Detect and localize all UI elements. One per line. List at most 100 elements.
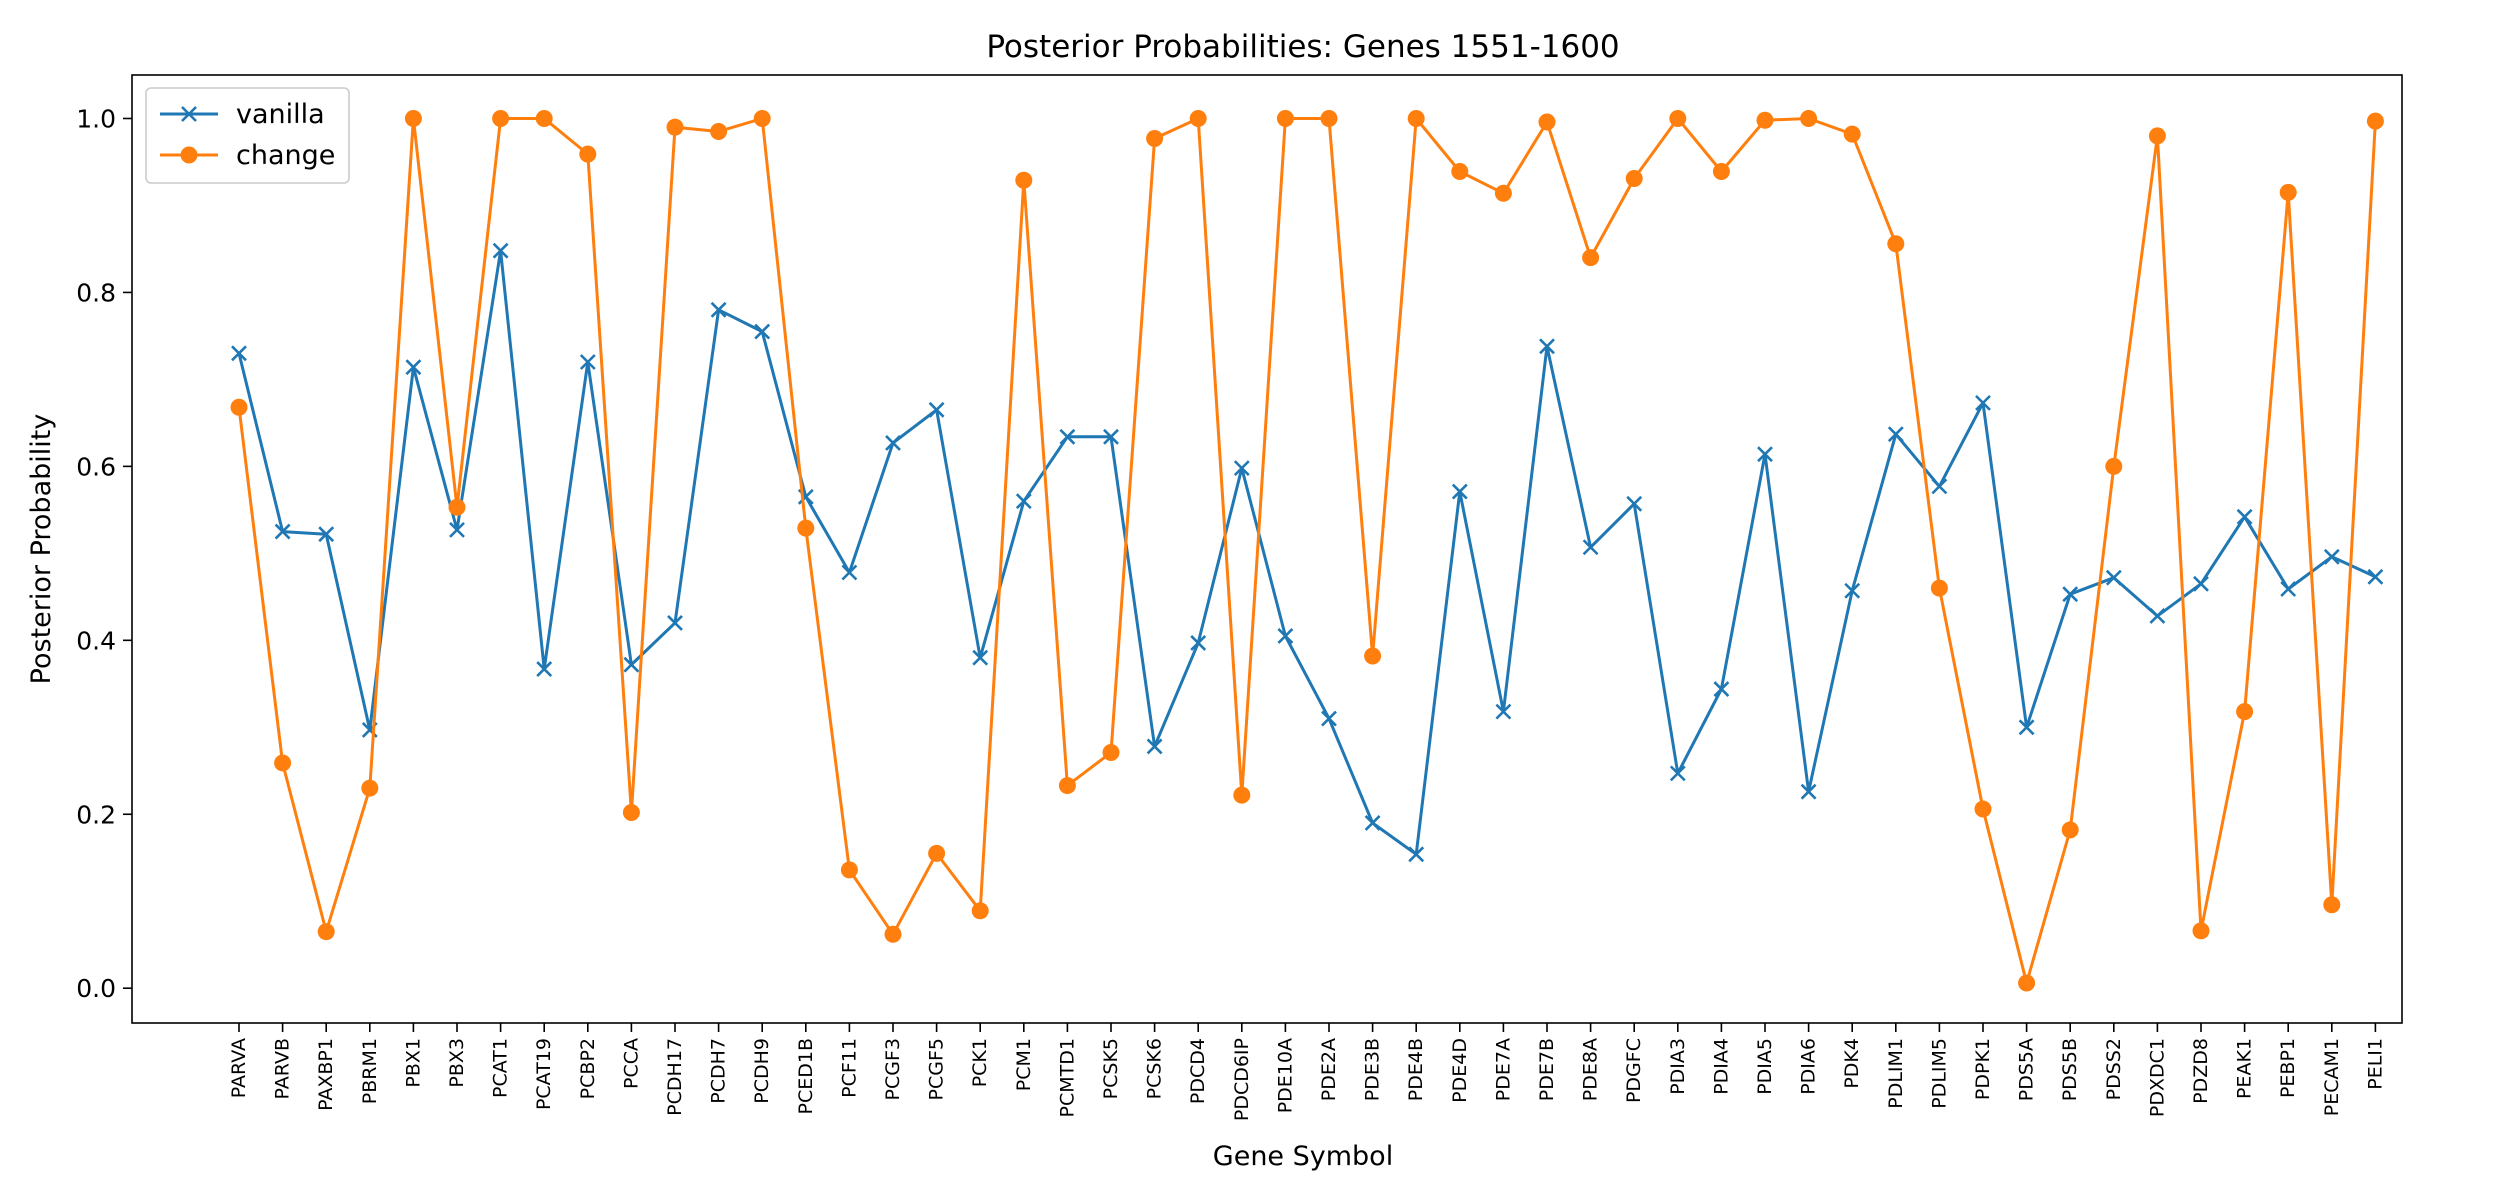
data-point-vanilla [2323,548,2340,565]
data-point-change [2279,183,2297,201]
data-point-change [579,145,597,163]
x-tick-label: PCCA [620,1038,642,1089]
x-tick-label: PCGF3 [882,1038,904,1100]
y-tick-label: 0.4 [76,626,116,655]
y-tick-label: 0.2 [76,800,116,829]
x-tick-label: PDZD8 [2190,1038,2212,1104]
y-axis-label: Posterior Probability [26,414,57,685]
legend-label-vanilla: vanilla [236,99,325,130]
data-point-vanilla [972,649,989,666]
data-point-vanilla [449,521,465,538]
series-line-vanilla [237,249,2377,856]
data-point-vanilla [2062,586,2079,603]
x-tick-label: PCK1 [969,1038,991,1087]
x-tick-label: PECAM1 [2321,1038,2343,1116]
y-tick-label: 0.0 [76,974,116,1003]
x-axis: PARVA PARVB PAXBP1 PBRM1 PBX1 PBX3 PCAT1 PCAT19… [228,1023,2386,1121]
x-tick-label: PDS5B [2059,1038,2081,1101]
data-point-vanilla [274,523,291,540]
data-point-change [535,109,553,127]
y-tick-label: 1.0 [76,104,116,133]
x-tick-label: PEAK1 [2234,1038,2256,1099]
data-point-change [1669,109,1687,127]
y-tick-label: 0.8 [76,278,116,307]
data-point-change [2192,922,2210,940]
data-point-vanilla [2018,719,2035,736]
x-tick-label: PDE2A [1318,1038,1340,1101]
data-point-change [404,109,422,127]
data-point-vanilla [1495,703,1512,720]
data-point-change [928,844,946,862]
data-point-change [797,519,815,537]
data-point-change [2323,896,2341,914]
data-point-vanilla [492,242,509,259]
x-tick-label: PBX1 [402,1038,424,1088]
series-change [230,109,2384,992]
data-point-change [1625,169,1643,187]
x-tick-label: PCDH17 [664,1038,686,1116]
data-point-vanilla [1015,493,1032,510]
y-axis: 0.0 0.2 0.4 0.6 0.8 1.0 [76,104,132,1003]
data-point-vanilla [754,323,771,340]
legend: vanilla change [145,87,350,184]
x-tick-label: PCDH7 [708,1038,730,1104]
x-tick-label: PCGF5 [926,1038,948,1100]
data-point-change [971,902,989,920]
data-point-vanilla [405,359,422,376]
x-tick-label: PCBP2 [577,1038,599,1099]
data-point-vanilla [667,615,683,631]
data-point-change [1364,647,1382,665]
data-point-vanilla [2236,508,2253,525]
data-point-change [1146,129,1164,147]
data-point-change [1407,109,1425,127]
data-point-vanilla [318,526,335,543]
data-point-vanilla [885,434,901,451]
data-point-change [2366,112,2384,130]
data-point-vanilla [231,345,247,362]
data-point-vanilla [841,564,858,581]
x-tick-label: PDE8A [1580,1038,1602,1101]
data-point-vanilla [579,354,596,370]
data-point-change [840,861,858,879]
data-point-vanilla [2105,569,2122,586]
x-tick-label: PCSK6 [1144,1038,1166,1099]
data-point-change [2236,703,2254,721]
data-point-change [2105,457,2123,475]
data-point-vanilla [1364,815,1381,831]
y-tick-label: 0.6 [76,452,116,481]
x-tick-label: PDIA6 [1798,1038,1820,1095]
data-point-change [622,804,640,822]
data-point-vanilla [1539,338,1555,355]
data-point-change [1582,249,1600,267]
x-tick-label: PCDH9 [751,1038,773,1104]
legend-marker-change [180,146,198,164]
data-point-change [2018,974,2036,992]
data-point-vanilla [1408,846,1425,863]
data-point-vanilla [2280,581,2297,597]
series-vanilla [231,242,2384,863]
chart-title: Posterior Probabilities: Genes 1551-1600 [986,29,1619,65]
data-point-vanilla [1975,394,1991,411]
x-tick-label: PBRM1 [359,1038,381,1104]
data-point-change [1494,184,1512,202]
data-point-vanilla [1233,460,1250,477]
x-tick-label: PDPK1 [1972,1038,1994,1100]
x-tick-label: PEBP1 [2277,1038,2299,1098]
data-point-change [1712,163,1730,181]
data-point-vanilla [623,656,640,673]
series-layer [230,109,2384,992]
data-point-change [1015,171,1033,189]
x-tick-label: PDS5A [2016,1038,2038,1101]
data-point-change [1930,579,1948,597]
data-point-vanilla [1931,478,1948,495]
plot-area [131,74,2403,1024]
x-tick-label: PCMTD1 [1056,1038,1078,1117]
x-tick-label: PDIA4 [1710,1038,1732,1095]
x-tick-label: PDCD4 [1187,1038,1209,1104]
data-point-vanilla [1757,446,1773,463]
data-point-vanilla [1451,483,1468,500]
x-tick-label: PCM1 [1013,1038,1035,1091]
data-point-change [1102,744,1120,762]
x-tick-label: PDE7B [1536,1038,1558,1101]
